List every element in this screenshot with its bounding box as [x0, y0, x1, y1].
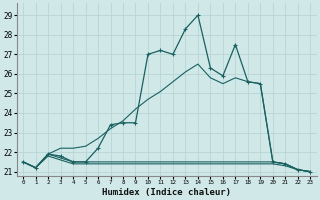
X-axis label: Humidex (Indice chaleur): Humidex (Indice chaleur)	[102, 188, 231, 197]
